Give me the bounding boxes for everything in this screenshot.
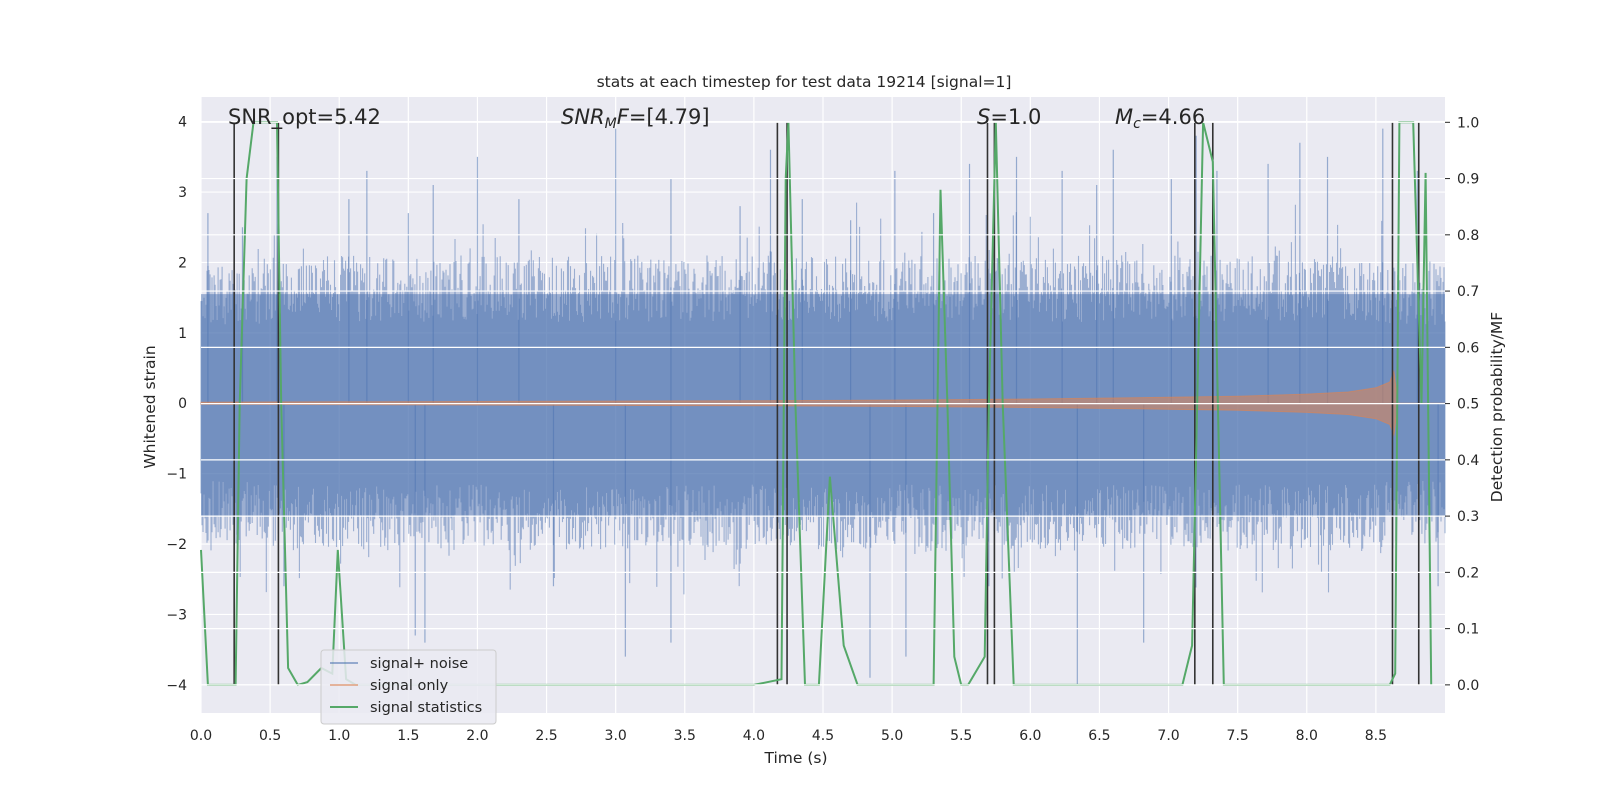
x-tick-label: 5.5 — [950, 728, 972, 744]
x-tick-label: 7.0 — [1157, 728, 1179, 744]
x-tick-label: 0.5 — [259, 728, 281, 744]
x-tick-label: 2.0 — [466, 728, 488, 744]
annotations: SNR_opt=5.42 SNRMF=[4.79] S=1.0 Mc=4.66 — [228, 105, 1205, 132]
y-right-tick-label: 0.7 — [1457, 284, 1479, 300]
y-right-tick-label: 0.8 — [1457, 228, 1479, 244]
signal-statistics-series — [200, 121, 1433, 687]
x-tick-label: 3.0 — [605, 728, 627, 744]
y-tick-label: 2 — [178, 255, 187, 271]
y-tick-label: −1 — [166, 467, 187, 483]
x-tick-label: 2.5 — [535, 728, 557, 744]
x-tick-label: 4.5 — [812, 728, 834, 744]
y-right-tick-label: 0.4 — [1457, 453, 1479, 469]
y-right-tick-label: 1.0 — [1457, 115, 1479, 131]
x-tick-label: 7.5 — [1227, 728, 1249, 744]
y-axis-label-right: Detection probability/MF — [1488, 312, 1506, 503]
y-tick-label: 3 — [178, 185, 187, 201]
x-tick-label: 1.5 — [397, 728, 419, 744]
axis-ticks: 0.0 0.5 1.0 1.5 2.0 2.5 3.0 3.5 4.0 4.5 5.0 5.5 6.0 6… — [166, 115, 1479, 744]
y-right-tick-label: 0.2 — [1457, 565, 1479, 581]
x-tick-label: 0.0 — [190, 728, 212, 744]
legend-label-stat: signal statistics — [370, 700, 482, 716]
y-right-tick-label: 0.1 — [1457, 622, 1479, 638]
y-tick-label: −2 — [166, 537, 187, 553]
y-right-tick-label: 0.3 — [1457, 509, 1479, 525]
legend-label-noise: signal+ noise — [370, 656, 468, 672]
y-right-tick-label: 0.9 — [1457, 172, 1479, 188]
chart-title: stats at each timestep for test data 192… — [597, 73, 1012, 91]
x-tick-label: 4.0 — [743, 728, 765, 744]
annotation-s: S=1.0 — [977, 105, 1041, 129]
x-tick-label: 8.0 — [1296, 728, 1318, 744]
x-tick-label: 5.0 — [881, 728, 903, 744]
legend-box — [320, 649, 497, 725]
y-tick-label: 1 — [178, 326, 187, 342]
y-right-tick-label: 0.5 — [1457, 397, 1479, 413]
y-right-tick-label: 0.6 — [1457, 340, 1479, 356]
x-tick-label: 3.5 — [674, 728, 696, 744]
x-tick-label: 8.5 — [1365, 728, 1387, 744]
y-axis-label: Whitened strain — [141, 345, 159, 468]
y-tick-label: −3 — [166, 607, 187, 623]
y-tick-label: 4 — [178, 115, 187, 131]
legend: signal+ noise signal only signal statist… — [320, 649, 497, 725]
x-tick-label: 6.0 — [1019, 728, 1041, 744]
y-tick-label: 0 — [178, 396, 187, 412]
stat-line — [200, 121, 1433, 687]
y-right-tick-label: 0.0 — [1457, 678, 1479, 694]
legend-label-signal: signal only — [370, 678, 449, 694]
x-tick-label: 6.5 — [1088, 728, 1110, 744]
annotation-mc: Mc=4.66 — [1115, 105, 1205, 132]
annotation-snr-mf: SNRMF=[4.79] — [561, 105, 710, 132]
annotation-snr-opt: SNR_opt=5.42 — [228, 105, 381, 130]
right-axis-grid — [201, 121, 1445, 686]
x-axis-label: Time (s) — [763, 749, 827, 767]
x-tick-label: 1.0 — [328, 728, 350, 744]
y-tick-label: −4 — [166, 678, 187, 694]
